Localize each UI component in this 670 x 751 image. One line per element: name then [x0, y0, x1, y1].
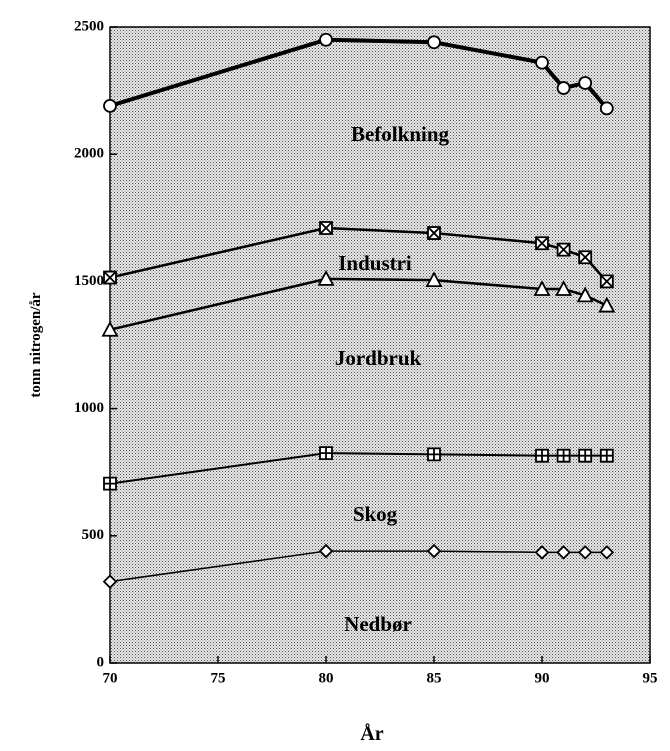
x-tick-label: 90: [535, 670, 550, 686]
marker: [599, 274, 614, 289]
marker: [576, 286, 594, 303]
marker: [319, 32, 333, 47]
marker: [427, 447, 441, 462]
y-tick-label: 1000: [74, 400, 104, 416]
marker: [101, 320, 119, 337]
marker: [319, 446, 333, 461]
marker: [555, 280, 573, 296]
series-label: Befolkning: [351, 122, 450, 146]
marker: [535, 236, 549, 251]
marker: [102, 574, 118, 589]
marker: [535, 55, 549, 70]
marker: [556, 81, 571, 95]
series-label: Skog: [353, 502, 398, 526]
marker: [598, 296, 616, 313]
series-label: Industri: [338, 251, 412, 275]
marker: [426, 543, 442, 559]
marker: [103, 98, 117, 113]
marker: [318, 543, 334, 559]
marker: [103, 270, 117, 285]
marker: [599, 545, 615, 560]
marker: [427, 226, 441, 240]
marker: [577, 545, 593, 560]
marker: [556, 448, 571, 463]
marker: [535, 448, 549, 463]
marker: [427, 35, 441, 50]
x-tick-label: 75: [211, 670, 226, 686]
series-label: Jordbruk: [335, 346, 422, 370]
marker: [425, 271, 443, 288]
x-tick-label: 80: [319, 670, 334, 686]
marker: [534, 545, 550, 560]
marker: [599, 448, 614, 463]
y-tick-label: 2500: [74, 18, 104, 34]
x-tick-label: 85: [427, 670, 442, 686]
marker: [103, 476, 117, 491]
y-tick-label: 2000: [74, 146, 104, 162]
marker: [556, 242, 571, 257]
y-tick-label: 500: [82, 527, 105, 543]
x-tick-label: 95: [643, 670, 658, 686]
marker: [556, 545, 571, 560]
y-axis-label: tonn nitrogen/år: [28, 292, 44, 397]
x-axis-label: År: [360, 722, 383, 745]
marker: [578, 250, 593, 265]
marker: [533, 280, 551, 296]
x-tick-label: 70: [103, 670, 118, 686]
marker: [599, 101, 614, 116]
marker: [319, 221, 333, 235]
y-tick-label: 1500: [74, 273, 104, 289]
y-tick-label: 0: [97, 654, 105, 670]
marker: [578, 448, 593, 463]
plot-area: [109, 26, 651, 664]
marker: [317, 269, 335, 286]
series-label: Nedbør: [344, 612, 412, 636]
marker: [578, 76, 593, 90]
